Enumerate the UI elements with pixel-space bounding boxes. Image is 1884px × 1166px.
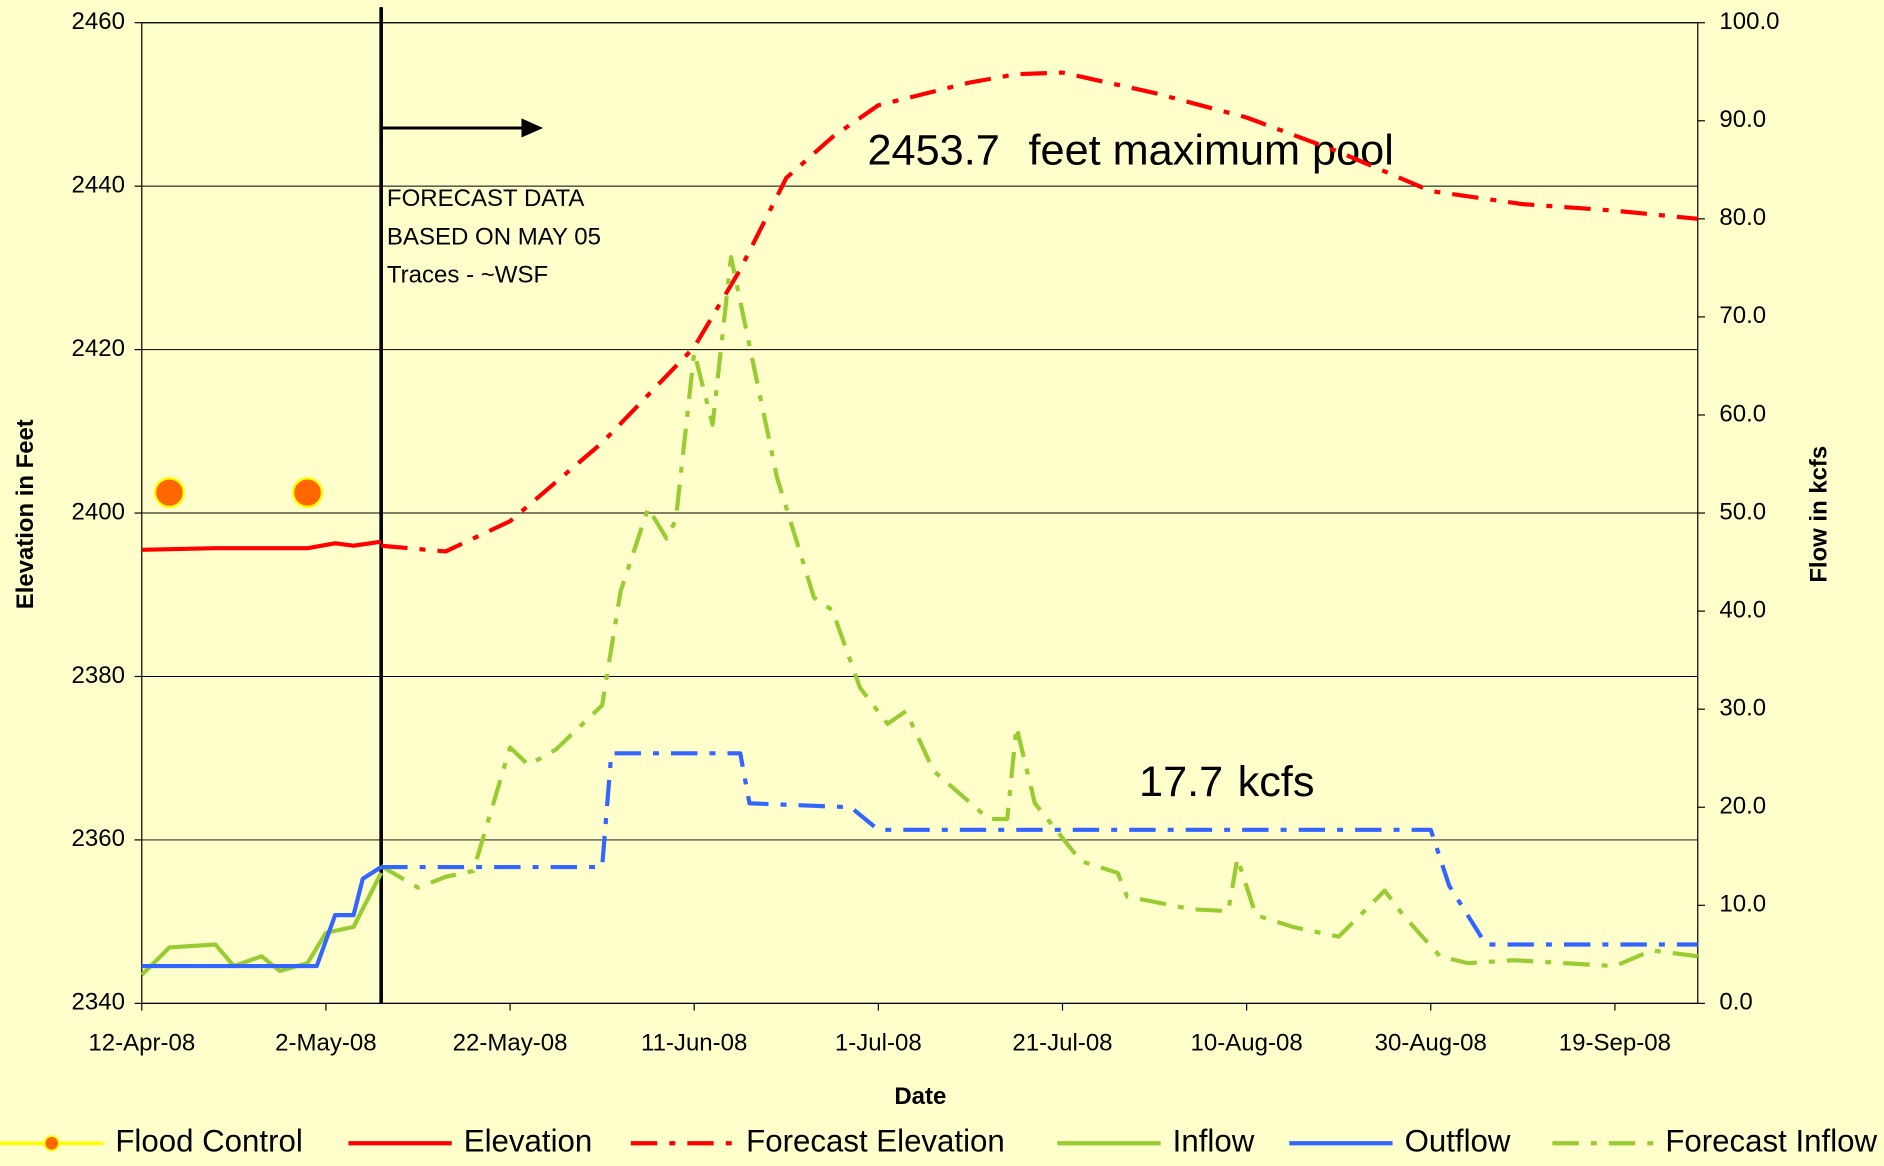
legend-label: Flood Control	[115, 1124, 302, 1159]
y2-tick-label: 100.0	[1719, 8, 1779, 35]
y2-tick-label: 20.0	[1719, 793, 1766, 820]
annotation: BASED ON MAY 05	[387, 223, 601, 250]
x-tick-label: 11-Jun-08	[641, 1029, 747, 1056]
y2-tick-label: 80.0	[1719, 204, 1766, 231]
x-tick-label: 10-Aug-08	[1191, 1029, 1303, 1056]
annotation: feet maximum pool	[1029, 127, 1394, 175]
x-axis-label: Date	[894, 1083, 946, 1110]
arrow-head	[521, 118, 544, 138]
y-tick-label: 2360	[72, 825, 125, 852]
x-tick-label: 2-May-08	[275, 1029, 376, 1056]
x-tick-label: 30-Aug-08	[1375, 1029, 1487, 1056]
x-tick-label: 12-Apr-08	[88, 1029, 195, 1056]
flood-control-point	[291, 477, 324, 509]
y2-tick-label: 60.0	[1719, 400, 1766, 427]
y2-axis-label: Flow in kcfs	[1806, 446, 1833, 583]
y2-tick-label: 0.0	[1719, 989, 1752, 1016]
legend-label: Inflow	[1173, 1124, 1255, 1159]
y-tick-label: 2400	[72, 498, 125, 525]
y-tick-label: 2440	[72, 172, 125, 199]
legend-label: Elevation	[464, 1124, 592, 1159]
y2-tick-label: 50.0	[1719, 498, 1766, 525]
y-tick-label: 2460	[72, 8, 125, 35]
y-tick-label: 2380	[72, 662, 125, 689]
flood-control-point	[153, 477, 186, 509]
y2-tick-label: 30.0	[1719, 695, 1766, 722]
y-axis-label: Elevation in Feet	[12, 419, 39, 609]
y-tick-label: 2420	[72, 335, 125, 362]
y2-tick-label: 40.0	[1719, 596, 1766, 623]
x-tick-label: 1-Jul-08	[835, 1029, 922, 1056]
legend-swatch	[43, 1135, 60, 1152]
series-line	[141, 539, 382, 552]
annotation: 2453.7	[868, 127, 1000, 175]
series-line	[380, 255, 1699, 969]
annotation: FORECAST DATA	[387, 185, 585, 212]
annotation: kcfs	[1238, 758, 1315, 806]
legend-label: Outflow	[1405, 1124, 1511, 1159]
legend-label: Forecast Elevation	[746, 1124, 1005, 1159]
y2-tick-label: 10.0	[1719, 891, 1766, 918]
series-line	[141, 865, 383, 969]
series-line	[381, 751, 1698, 947]
legend-label: Forecast Inflow	[1665, 1124, 1877, 1159]
series-line	[380, 70, 1698, 554]
x-tick-label: 21-Jul-08	[1012, 1029, 1112, 1056]
annotation: 17.7	[1139, 758, 1223, 806]
y2-tick-label: 70.0	[1719, 302, 1766, 329]
x-tick-label: 22-May-08	[453, 1029, 568, 1056]
x-tick-label: 19-Sep-08	[1559, 1029, 1671, 1056]
y2-tick-label: 90.0	[1719, 106, 1766, 133]
series-line	[140, 871, 384, 977]
annotation: Traces - ~WSF	[387, 262, 548, 289]
y-tick-label: 2340	[72, 989, 125, 1016]
